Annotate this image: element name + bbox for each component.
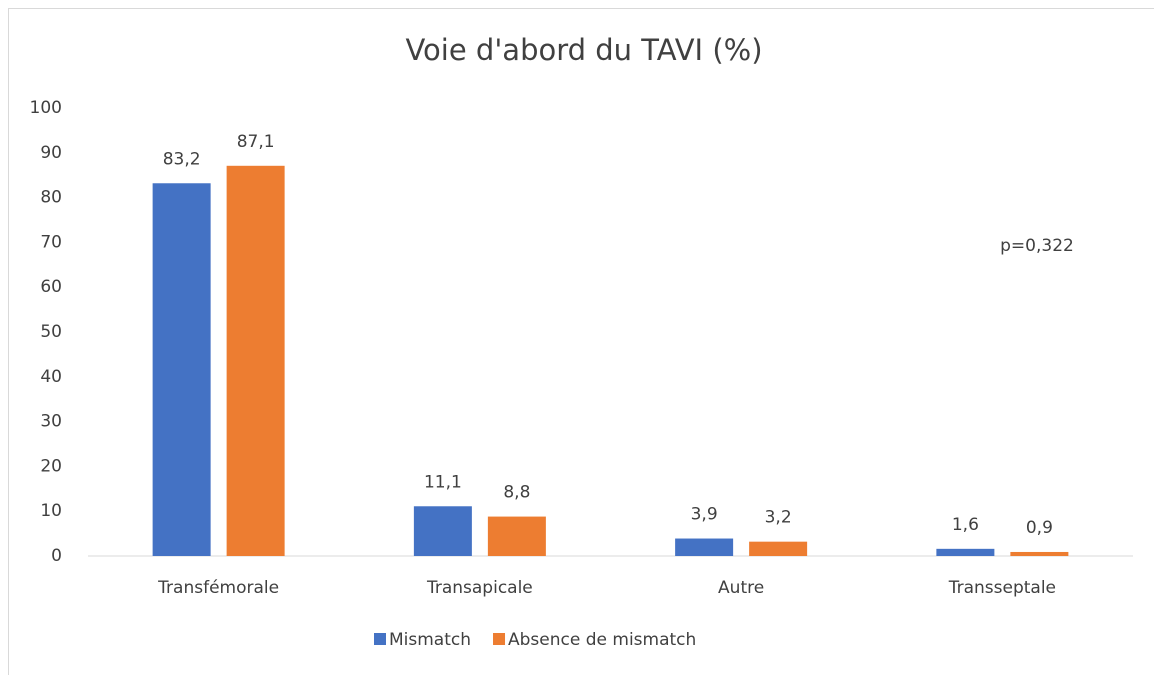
bar (152, 183, 211, 557)
x-tick-label: Autre (718, 578, 764, 598)
y-tick-label: 0 (51, 546, 62, 566)
x-tick-label: Transfémorale (157, 578, 279, 598)
bar (749, 541, 808, 556)
data-label: 87,1 (237, 132, 275, 152)
data-label: 3,2 (765, 508, 792, 528)
chart-frame (8, 8, 1154, 675)
legend-label: Mismatch (389, 630, 471, 650)
x-tick-label: Transapicale (426, 578, 533, 598)
y-tick-label: 80 (40, 188, 62, 208)
legend-label: Absence de mismatch (508, 630, 696, 650)
bar (1010, 551, 1069, 556)
y-tick-label: 60 (40, 277, 62, 297)
y-tick-label: 70 (40, 232, 62, 252)
data-label: 3,9 (691, 505, 718, 525)
y-tick-label: 50 (40, 322, 62, 342)
chart-title: Voie d'abord du TAVI (%) (405, 33, 762, 67)
y-tick-label: 90 (40, 143, 62, 163)
y-tick-label: 10 (40, 501, 62, 521)
y-tick-label: 40 (40, 367, 62, 387)
data-label: 8,8 (503, 483, 530, 503)
bar (675, 538, 734, 556)
y-tick-label: 20 (40, 456, 62, 476)
bar (487, 516, 546, 556)
data-label: 11,1 (424, 472, 462, 492)
bar (413, 506, 472, 556)
data-label: 0,9 (1026, 518, 1053, 538)
y-tick-label: 30 (40, 412, 62, 432)
data-label: 83,2 (163, 149, 201, 169)
annotation: p=0,322 (1000, 236, 1074, 256)
bar (936, 548, 995, 556)
x-tick-label: Transseptale (948, 578, 1056, 598)
legend-swatch (493, 633, 506, 645)
legend-swatch (374, 633, 386, 645)
bar (226, 165, 285, 557)
y-tick-label: 100 (30, 98, 62, 118)
data-label: 1,6 (952, 515, 979, 535)
